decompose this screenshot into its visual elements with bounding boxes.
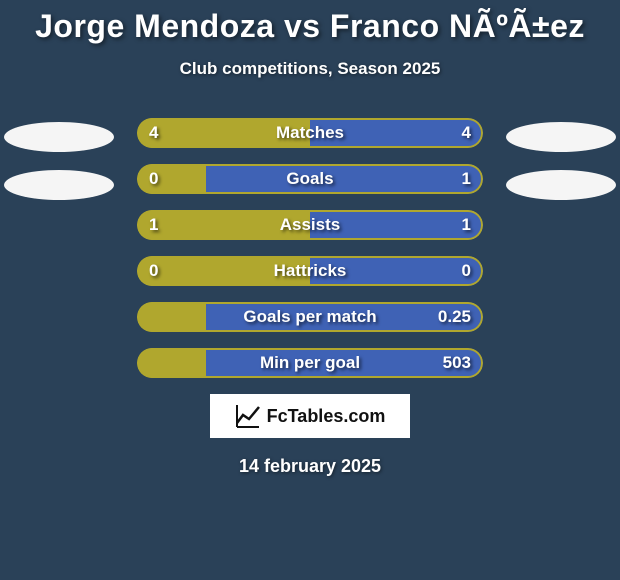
date-text: 14 february 2025: [0, 456, 620, 477]
right-player-disc-1: [506, 122, 616, 152]
stat-bar: 01Goals: [137, 164, 483, 194]
stats-section: 44Matches 01Goals 11Assists 00Hattricks 0.25…: [0, 118, 620, 477]
stat-label: Assists: [137, 215, 483, 235]
stat-bar: 00Hattricks: [137, 256, 483, 286]
right-player-column: [500, 118, 620, 218]
left-player-disc-1: [4, 122, 114, 152]
brand-logo-icon: [235, 403, 261, 429]
page-subtitle: Club competitions, Season 2025: [0, 59, 620, 79]
stat-label: Goals: [137, 169, 483, 189]
brand-badge: FcTables.com: [210, 394, 410, 438]
stat-label: Goals per match: [137, 307, 483, 327]
stat-bars: 44Matches 01Goals 11Assists 00Hattricks 0.25…: [137, 118, 483, 378]
stat-bar: 44Matches: [137, 118, 483, 148]
left-player-disc-2: [4, 170, 114, 200]
stat-label: Hattricks: [137, 261, 483, 281]
brand-text: FcTables.com: [267, 406, 386, 427]
stat-bar: 0.25Goals per match: [137, 302, 483, 332]
left-player-column: [0, 118, 120, 218]
stat-bar: 503Min per goal: [137, 348, 483, 378]
stat-label: Matches: [137, 123, 483, 143]
stat-label: Min per goal: [137, 353, 483, 373]
stat-bar: 11Assists: [137, 210, 483, 240]
right-player-disc-2: [506, 170, 616, 200]
page-title: Jorge Mendoza vs Franco NÃºÃ±ez: [0, 0, 620, 45]
